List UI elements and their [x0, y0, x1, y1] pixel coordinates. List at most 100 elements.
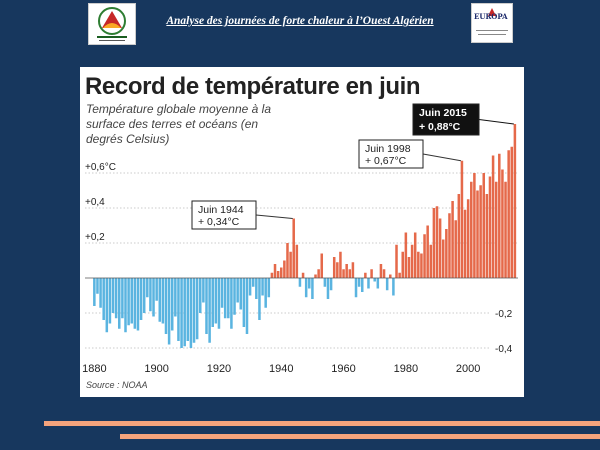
chart-bar — [251, 278, 255, 287]
chart-bar — [283, 260, 286, 278]
chart-bar — [454, 220, 457, 278]
chart-bar — [180, 278, 183, 348]
chart-bar — [220, 278, 224, 308]
chart-bar — [392, 278, 395, 296]
chart-bar — [264, 278, 267, 308]
annotation-box — [412, 103, 480, 136]
chart-source: Source : NOAA — [86, 380, 148, 390]
chart-bar — [214, 278, 218, 324]
chart-bar — [167, 278, 171, 345]
chart-bar — [130, 278, 133, 324]
chart-bar — [199, 278, 202, 313]
chart-bar — [332, 257, 336, 278]
chart-bar — [354, 278, 358, 298]
y-tick-label: -0,2 — [495, 309, 513, 320]
chart-bar — [379, 264, 383, 278]
chart-plot: +0,6°C +0,4 +0,2 -0,2 -0,4 1880 1900 1920 1940 19… — [82, 103, 518, 375]
chart-bar — [158, 278, 162, 322]
chart-bar — [304, 278, 308, 298]
chart-bar — [485, 194, 489, 278]
chart-bar — [286, 243, 289, 278]
chart-bar — [473, 173, 476, 278]
chart-bar — [289, 251, 292, 278]
chart-bar — [245, 278, 249, 334]
chart-bar — [336, 262, 339, 278]
chart-bar — [261, 278, 264, 296]
chart-bar — [426, 225, 429, 278]
chart-bar — [317, 269, 320, 278]
chart-bar — [108, 278, 112, 324]
chart-bar — [127, 278, 130, 326]
annotation-box — [191, 200, 257, 230]
annotation-value: + 0,67°C — [365, 155, 407, 167]
chart-bar — [217, 278, 221, 329]
chart-bar — [395, 244, 398, 278]
chart-bar — [320, 253, 324, 278]
chart-bar — [308, 278, 311, 289]
x-tick-label: 1920 — [207, 363, 231, 375]
chart-bar — [242, 278, 246, 327]
chart-bar — [133, 278, 137, 329]
chart-bar — [205, 278, 208, 334]
y-tick-label: +0,6°C — [85, 162, 116, 173]
chart-bar — [357, 278, 361, 287]
chart-bar — [491, 155, 495, 278]
chart-bar — [211, 278, 214, 327]
chart-bar — [398, 272, 401, 278]
chart-bar — [507, 150, 510, 278]
x-tick-label: 1960 — [331, 363, 355, 375]
logo-right-text: EUROPA — [474, 12, 508, 21]
chart-bar — [323, 278, 327, 287]
chart-bar — [258, 278, 261, 320]
chart-bar — [407, 257, 411, 278]
chart-bar — [142, 278, 146, 313]
chart-bar — [177, 278, 180, 341]
annotation-value: + 0,88°C — [419, 121, 461, 133]
chart-bar — [404, 232, 408, 278]
chart-bar — [445, 229, 448, 278]
chart-bar — [448, 213, 451, 278]
chart-bar — [267, 278, 271, 298]
chart-bar — [435, 206, 439, 278]
crstra-logo-icon — [97, 7, 127, 41]
annotation-label: Juin 1944 — [198, 204, 244, 216]
annotation-value: + 0,34°C — [198, 216, 240, 228]
chart-bar — [124, 278, 127, 333]
chart-bar — [351, 262, 355, 278]
chart-bar — [498, 153, 501, 278]
chart-bar — [326, 278, 330, 299]
chart-bar — [342, 269, 345, 278]
logo-right: EUROPA — [471, 3, 513, 43]
chart-bar — [494, 181, 498, 278]
chart-bar — [401, 251, 404, 278]
chart-bar — [345, 264, 348, 278]
chart-bar — [432, 208, 436, 278]
chart-bar — [105, 278, 109, 333]
chart-bar — [385, 278, 389, 291]
chart-bar — [248, 278, 252, 296]
chart-bar — [99, 278, 102, 308]
chart-bar — [463, 209, 467, 278]
chart-bar — [510, 146, 514, 278]
decor-stripe-top — [44, 421, 600, 426]
chart-bar — [230, 278, 233, 329]
chart-bar — [410, 244, 414, 278]
x-tick-label: 1940 — [269, 363, 293, 375]
chart-bar — [438, 218, 442, 278]
annotation-box — [358, 139, 424, 169]
chart-bar — [292, 218, 295, 278]
chart-bar — [376, 278, 380, 289]
chart-bar — [501, 169, 504, 278]
chart-bar — [504, 181, 507, 278]
annotation-label: Juin 2015 — [419, 107, 467, 119]
chart-bar — [429, 244, 433, 278]
chart-bar — [413, 232, 417, 278]
chart-bar — [276, 271, 280, 278]
europa-logo-icon — [476, 8, 508, 35]
chart-bar — [102, 278, 105, 320]
chart-bar — [121, 278, 124, 319]
chart-bar — [339, 251, 342, 278]
chart-bar — [270, 272, 274, 278]
x-tick-label: 1900 — [144, 363, 168, 375]
chart-bar — [360, 278, 364, 292]
